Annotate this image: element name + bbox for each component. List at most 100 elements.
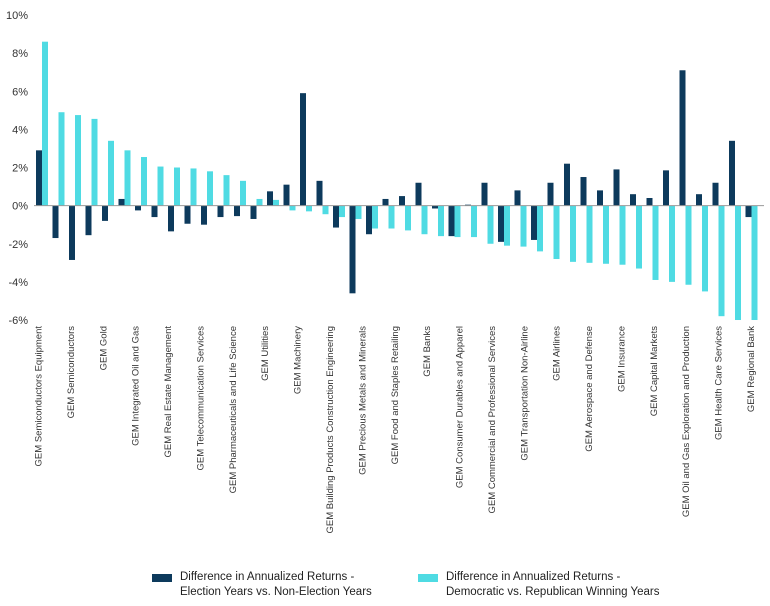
x-category-label: GEM Banks xyxy=(422,326,433,377)
x-category-label: GEM Airlines xyxy=(552,326,563,381)
bar-democratic-vs-republican xyxy=(174,167,180,206)
bar-democratic-vs-republican xyxy=(190,168,197,206)
x-category-label: GEM Oil and Gas Exploration and Producti… xyxy=(681,326,692,517)
bars-group xyxy=(36,41,758,321)
x-category-label: GEM Commercial and Professional Services xyxy=(487,326,498,514)
legend-label-party: Difference in Annualized Returns - Democ… xyxy=(446,571,660,598)
bar-democratic-vs-republican xyxy=(240,180,246,206)
bar-democratic-vs-republican xyxy=(273,199,279,206)
bar-election-vs-non-election xyxy=(415,182,422,206)
x-category-label: GEM Consumer Durables and Apparel xyxy=(455,326,466,488)
legend-swatch-party xyxy=(418,574,438,582)
y-tick-label: 0% xyxy=(12,201,28,213)
x-category-label: GEM Pharmaceuticals and Life Science xyxy=(228,326,239,493)
x-category-label: GEM Telecommunication Services xyxy=(195,326,206,471)
bar-election-vs-non-election xyxy=(382,198,389,206)
bar-election-vs-non-election xyxy=(366,205,372,235)
bar-democratic-vs-republican xyxy=(487,205,494,244)
bar-election-vs-non-election xyxy=(630,194,636,206)
bar-democratic-vs-republican xyxy=(652,205,659,280)
bar-democratic-vs-republican xyxy=(504,205,510,246)
legend: Difference in Annualized Returns - Elect… xyxy=(0,570,770,606)
x-category-label: GEM Health Care Services xyxy=(714,326,725,440)
bar-democratic-vs-republican xyxy=(702,205,708,292)
x-category-label: GEM Food and Staples Retailing xyxy=(390,326,401,464)
bar-democratic-vs-republican xyxy=(75,115,81,206)
y-tick-label: 4% xyxy=(12,124,28,136)
x-category-label: GEM Real Estate Management xyxy=(163,326,174,458)
x-category-label: GEM Gold xyxy=(98,326,109,370)
bar-democratic-vs-republican xyxy=(471,205,477,238)
bar-election-vs-non-election xyxy=(547,182,554,206)
bar-democratic-vs-republican xyxy=(586,205,593,263)
bar-election-vs-non-election xyxy=(52,205,59,239)
x-category-label: GEM Insurance xyxy=(616,326,627,392)
x-category-label: GEM Machinery xyxy=(293,326,304,394)
bar-election-vs-non-election xyxy=(250,205,257,219)
x-category-label: GEM Integrated Oil and Gas xyxy=(131,326,142,446)
y-tick-label: 2% xyxy=(12,163,28,175)
bar-democratic-vs-republican xyxy=(405,205,411,231)
bar-election-vs-non-election xyxy=(679,70,686,206)
bar-election-vs-non-election xyxy=(696,194,702,206)
bar-democratic-vs-republican xyxy=(306,205,312,212)
bar-election-vs-non-election xyxy=(168,205,174,232)
x-category-label: GEM Precious Metals and Minerals xyxy=(357,326,368,475)
y-tick-label: 6% xyxy=(12,86,28,98)
bar-election-vs-non-election xyxy=(597,190,603,206)
bar-democratic-vs-republican xyxy=(751,205,758,321)
bar-democratic-vs-republican xyxy=(603,205,609,264)
bar-election-vs-non-election xyxy=(481,182,488,206)
bar-democratic-vs-republican xyxy=(141,157,147,206)
bar-democratic-vs-republican xyxy=(42,41,48,206)
bar-election-vs-non-election xyxy=(85,205,92,236)
y-axis-tick-labels: 10% 8% 6% 4% 2% 0% -2% -4% -6% xyxy=(6,10,28,327)
bar-democratic-vs-republican xyxy=(553,205,560,260)
y-tick-label: 10% xyxy=(6,10,28,22)
x-axis-category-labels: GEM Semiconductors Equipment GEM Semicond… xyxy=(34,326,758,534)
bar-democratic-vs-republican xyxy=(58,112,65,206)
bar-election-vs-non-election xyxy=(184,205,191,224)
bar-election-vs-non-election xyxy=(729,140,735,206)
y-tick-label: -6% xyxy=(8,315,28,327)
x-category-label: GEM Semiconductors xyxy=(66,326,77,419)
bar-election-vs-non-election xyxy=(201,205,207,225)
bar-election-vs-non-election xyxy=(135,205,141,211)
bar-democratic-vs-republican xyxy=(619,205,626,265)
legend-swatch-election xyxy=(152,574,172,582)
bar-election-vs-non-election xyxy=(102,205,108,221)
bar-democratic-vs-republican xyxy=(685,205,692,285)
bar-election-vs-non-election xyxy=(118,198,125,206)
bar-democratic-vs-republican xyxy=(438,205,444,237)
bar-democratic-vs-republican xyxy=(520,205,527,247)
legend-item-election: Difference in Annualized Returns - Elect… xyxy=(152,570,372,600)
bar-democratic-vs-republican xyxy=(669,205,675,282)
bar-election-vs-non-election xyxy=(399,196,405,206)
bar-democratic-vs-republican xyxy=(372,205,378,229)
bar-election-vs-non-election xyxy=(333,205,339,228)
bar-election-vs-non-election xyxy=(349,205,356,294)
bar-election-vs-non-election xyxy=(267,191,273,206)
bar-election-vs-non-election xyxy=(646,198,653,206)
bar-election-vs-non-election xyxy=(36,150,42,206)
x-category-label: GEM Capital Markets xyxy=(649,326,660,417)
bar-election-vs-non-election xyxy=(316,180,323,206)
bar-election-vs-non-election xyxy=(564,163,570,206)
bar-democratic-vs-republican xyxy=(636,205,642,269)
x-category-label: GEM Utilities xyxy=(260,326,271,381)
y-tick-label: -4% xyxy=(8,277,28,289)
x-category-label: GEM Transportation Non-Airline xyxy=(519,326,530,461)
bar-democratic-vs-republican xyxy=(91,118,98,206)
bar-election-vs-non-election xyxy=(663,170,669,206)
bar-election-vs-non-election xyxy=(234,205,240,217)
bar-election-vs-non-election xyxy=(745,205,752,218)
bar-democratic-vs-republican xyxy=(355,205,362,219)
bar-election-vs-non-election xyxy=(498,205,504,242)
bar-democratic-vs-republican xyxy=(339,205,345,218)
bar-democratic-vs-republican xyxy=(124,150,131,206)
bar-democratic-vs-republican xyxy=(454,205,461,238)
bar-democratic-vs-republican xyxy=(322,205,329,215)
bar-democratic-vs-republican xyxy=(735,205,741,321)
x-category-label: GEM Building Products Construction Engin… xyxy=(325,326,336,534)
bar-democratic-vs-republican xyxy=(421,205,428,235)
